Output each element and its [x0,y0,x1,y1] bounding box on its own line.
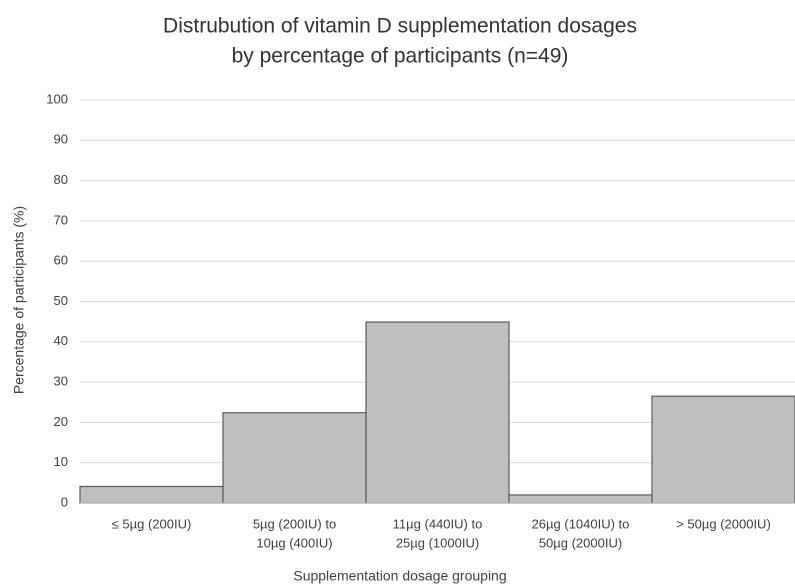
bar [79,485,224,504]
y-tick-label: 80 [54,172,68,187]
x-tick-label: 26µg (1040IU) to [532,516,630,531]
y-tick-label: 0 [61,494,68,509]
y-tick-label: 50 [54,293,68,308]
bar [508,494,653,504]
y-tick-label: 60 [54,253,68,268]
x-tick-label: > 50µg (2000IU) [676,516,771,531]
y-tick-label: 100 [46,91,68,106]
chart-title: Distrubution of vitamin D supplementatio… [163,15,637,38]
bar [365,321,510,504]
x-tick-label: 11µg (440IU) to [393,516,483,531]
y-tick-label: 40 [54,333,68,348]
x-tick-label: 5µg (200IU) to [253,516,336,531]
bar [222,412,367,504]
bar [651,395,795,504]
y-tick-label: 70 [54,212,68,227]
y-tick-label: 30 [54,374,68,389]
y-axis-title: Percentage of participants (%) [11,206,27,394]
x-axis-title: Supplementation dosage grouping [293,568,506,584]
y-tick-label: 20 [54,414,68,429]
x-tick-label: 50µg (2000IU) [539,535,622,550]
x-tick-label: 25µg (1000IU) [396,535,479,550]
x-tick-label: ≤ 5µg (200IU) [112,516,192,531]
x-tick-label: 10µg (400IU) [256,535,332,550]
y-tick-label: 90 [54,132,68,147]
y-tick-label: 10 [54,454,68,469]
chart-title: by percentage of participants (n=49) [232,45,569,68]
